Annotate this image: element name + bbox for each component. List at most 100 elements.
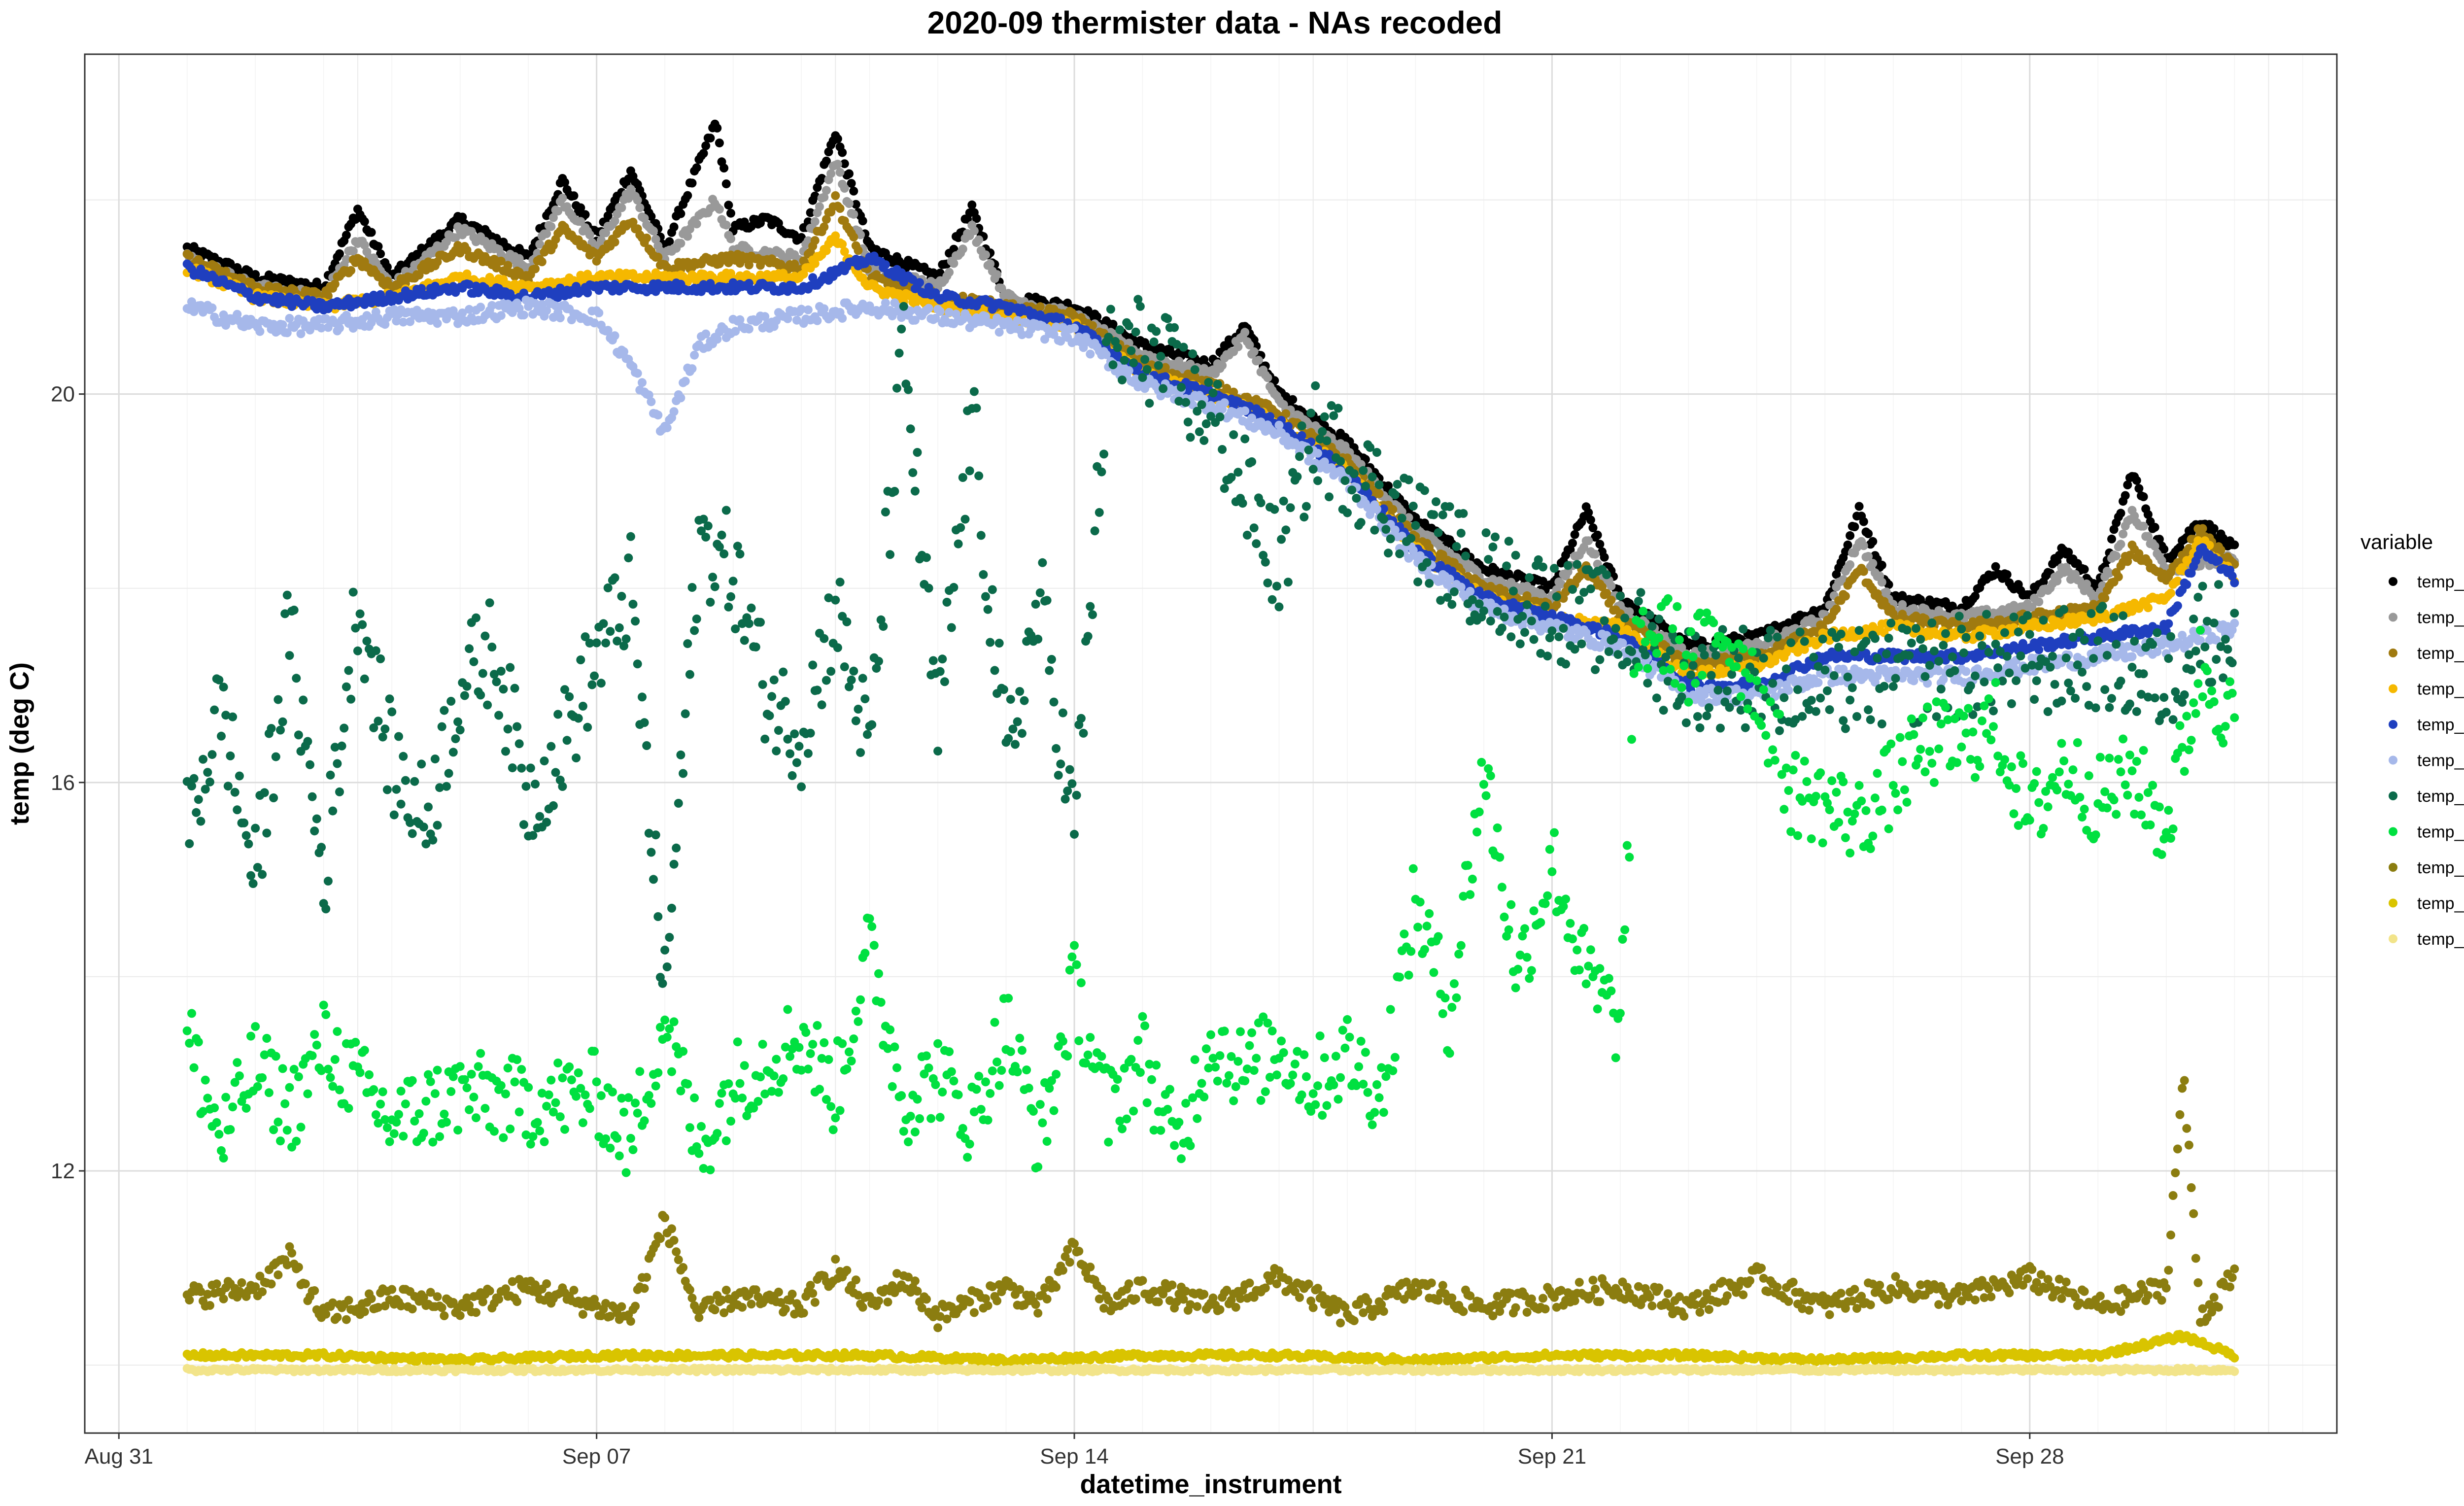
data-point xyxy=(1218,361,1227,370)
data-point xyxy=(2080,565,2089,574)
data-point xyxy=(1864,552,1873,561)
data-point xyxy=(1233,342,1243,351)
data-point xyxy=(810,236,820,245)
data-point xyxy=(335,323,344,333)
data-point xyxy=(2139,492,2148,501)
data-point xyxy=(1607,582,1616,590)
data-point xyxy=(838,148,847,157)
data-point xyxy=(724,201,733,210)
data-point xyxy=(669,407,679,416)
data-point xyxy=(374,242,383,251)
data-point xyxy=(845,169,854,178)
data-point xyxy=(986,259,995,269)
data-point xyxy=(2107,534,2116,544)
data-point xyxy=(278,320,287,329)
data-point xyxy=(1884,580,1893,589)
data-point xyxy=(2230,578,2239,587)
data-point xyxy=(813,316,822,325)
data-point xyxy=(967,200,977,209)
data-point xyxy=(2112,551,2121,561)
data-point xyxy=(2100,593,2110,603)
data-point xyxy=(1083,306,1093,315)
data-point xyxy=(721,220,731,230)
data-point xyxy=(342,255,351,264)
data-point xyxy=(1240,328,1250,337)
data-point xyxy=(610,331,619,341)
data-point xyxy=(683,232,692,241)
data-point xyxy=(1841,547,1850,556)
data-point xyxy=(1263,373,1272,382)
data-point xyxy=(2114,572,2123,582)
data-point xyxy=(581,210,590,219)
data-point xyxy=(692,163,701,172)
data-point xyxy=(1841,591,1850,601)
data-point xyxy=(649,226,658,236)
data-point xyxy=(1850,522,1859,531)
data-point xyxy=(845,199,854,208)
data-point xyxy=(2198,524,2207,533)
data-point xyxy=(569,191,579,201)
data-point xyxy=(613,209,622,219)
data-point xyxy=(451,233,460,242)
data-point xyxy=(537,257,547,267)
data-point xyxy=(945,268,954,277)
data-point xyxy=(382,262,392,272)
data-point xyxy=(797,233,806,242)
data-point xyxy=(2064,548,2073,557)
data-point xyxy=(1245,341,1254,350)
data-point xyxy=(665,237,674,246)
data-point xyxy=(840,184,849,193)
data-point xyxy=(676,239,685,248)
data-point xyxy=(2002,570,2012,579)
data-point xyxy=(617,203,626,212)
data-point xyxy=(838,313,847,323)
data-point xyxy=(687,178,697,188)
data-point xyxy=(810,217,820,226)
data-point xyxy=(831,191,840,200)
data-point xyxy=(255,327,265,336)
data-point xyxy=(858,216,867,226)
data-point xyxy=(981,250,990,260)
data-point xyxy=(719,164,729,172)
data-point xyxy=(1108,319,1118,329)
data-point xyxy=(610,238,619,247)
data-point xyxy=(207,303,217,312)
data-point xyxy=(558,194,567,203)
data-point xyxy=(849,186,858,196)
data-point xyxy=(2230,540,2239,549)
data-point xyxy=(476,303,485,312)
data-point xyxy=(1854,502,1864,511)
data-point xyxy=(849,233,858,242)
data-point xyxy=(2034,645,2044,654)
data-point xyxy=(833,160,842,169)
data-point xyxy=(833,134,842,143)
data-point xyxy=(817,173,826,183)
data-point xyxy=(744,324,753,334)
data-point xyxy=(1374,489,1384,498)
data-point xyxy=(635,203,645,212)
data-point xyxy=(2164,619,2173,628)
data-point xyxy=(1297,431,1306,440)
data-point xyxy=(1971,591,1980,601)
data-point xyxy=(2143,603,2153,613)
data-point xyxy=(2105,569,2114,578)
data-point xyxy=(2155,535,2164,544)
data-point xyxy=(1600,552,1609,562)
data-point xyxy=(849,209,858,219)
data-point xyxy=(560,178,569,187)
data-point xyxy=(701,329,711,339)
data-point xyxy=(1556,580,1566,589)
data-point xyxy=(1859,541,1868,550)
data-point xyxy=(1093,312,1102,321)
data-point xyxy=(1991,562,2000,571)
data-point xyxy=(958,244,967,254)
data-point xyxy=(835,204,845,213)
data-point xyxy=(2216,546,2225,555)
data-point xyxy=(1586,515,1595,525)
data-point xyxy=(1864,529,1873,538)
data-point xyxy=(949,259,958,268)
data-point xyxy=(496,311,506,320)
data-point xyxy=(821,186,831,195)
data-point xyxy=(1124,366,1133,376)
data-point xyxy=(519,310,528,320)
